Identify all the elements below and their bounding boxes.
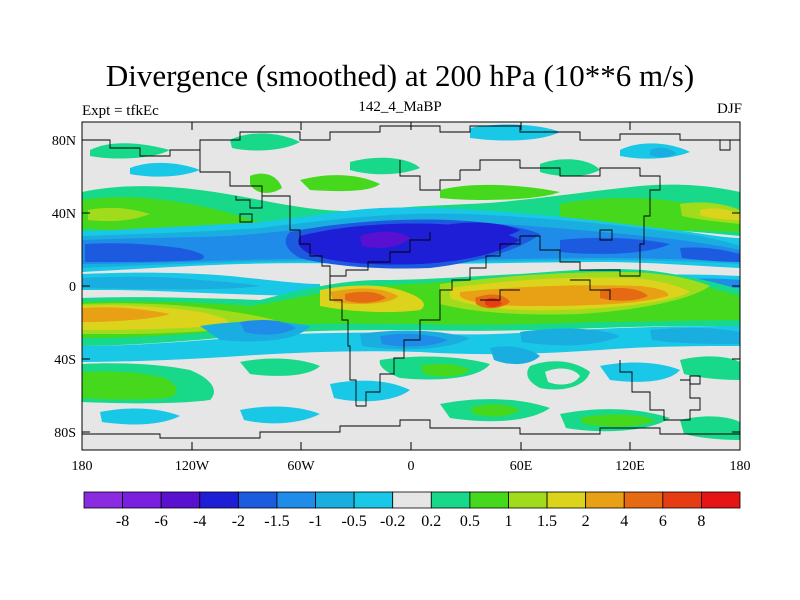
colorbar-label: 1.5 (537, 513, 557, 530)
colorbar-label: -0.5 (341, 513, 366, 530)
colorbar-label: -1.5 (264, 513, 289, 530)
colorbar-swatch (701, 491, 741, 509)
x-tick-label: 0 (408, 459, 415, 474)
colorbar-swatch (199, 491, 239, 509)
x-tick-label: 120W (175, 459, 210, 474)
colorbar-swatch (508, 491, 548, 509)
x-axis: 180 120W 60W 0 60E 120E 180 (72, 122, 751, 474)
run-label: 142_4_MaBP (358, 99, 442, 115)
colorbar-label: 1 (504, 513, 512, 530)
colorbar-label: 4 (620, 513, 628, 530)
colorbar-swatch (315, 491, 355, 509)
southern-midlatitudes (82, 346, 740, 440)
positive-band-tropics (82, 268, 740, 346)
y-tick-label: 80N (52, 134, 76, 149)
y-tick-label: 0 (69, 280, 76, 295)
season-label: DJF (716, 101, 742, 117)
colorbar-swatch (276, 491, 316, 509)
arctic-patches (90, 124, 690, 177)
x-tick-label: 60E (510, 459, 533, 474)
x-tick-label: 60W (287, 459, 315, 474)
colorbar-label: 8 (697, 513, 705, 530)
x-tick-label: 120E (615, 459, 645, 474)
colorbar-label: 0.5 (460, 513, 480, 530)
colorbar-label: -4 (193, 513, 206, 530)
plot-title: Divergence (smoothed) at 200 hPa (10**6 … (105, 58, 695, 93)
colorbar-label: 0.2 (421, 513, 441, 530)
colorbar-label: -2 (232, 513, 245, 530)
y-tick-label: 40N (52, 207, 76, 222)
colorbar-swatch (237, 491, 278, 509)
colorbar-label: 6 (659, 513, 667, 530)
colorbar-label: -0.2 (380, 513, 405, 530)
colorbar-swatch (662, 491, 702, 509)
y-axis: 80N 40N 0 40S 80S (52, 134, 740, 441)
divergence-field (82, 122, 740, 450)
colorbar: -8 -6 -4 -2 -1.5 -1 -0.5 -0.2 0.2 0.5 1 1.5 2 4 6 8 (83, 491, 741, 530)
colorbar-label: -8 (116, 513, 129, 530)
colorbar-swatch (469, 491, 509, 509)
colorbar-swatch (585, 491, 625, 509)
colorbar-swatch (392, 491, 432, 509)
experiment-label: Expt = tfkEc (82, 103, 159, 119)
colorbar-swatch (83, 491, 123, 509)
y-tick-label: 40S (54, 353, 76, 368)
colorbar-swatch (430, 491, 471, 509)
colorbar-label: 2 (582, 513, 590, 530)
colorbar-swatch (353, 491, 394, 509)
colorbar-swatch (623, 491, 664, 509)
colorbar-label: -1 (309, 513, 322, 530)
colorbar-label: -6 (155, 513, 168, 530)
negative-band-south (82, 320, 740, 362)
coastlines (82, 125, 740, 439)
x-tick-label: 180 (72, 459, 93, 474)
colorbar-swatch (546, 491, 587, 509)
y-tick-label: 80S (54, 426, 76, 441)
x-tick-label: 180 (730, 459, 751, 474)
colorbar-swatch (122, 491, 162, 509)
colorbar-swatch (160, 491, 201, 509)
